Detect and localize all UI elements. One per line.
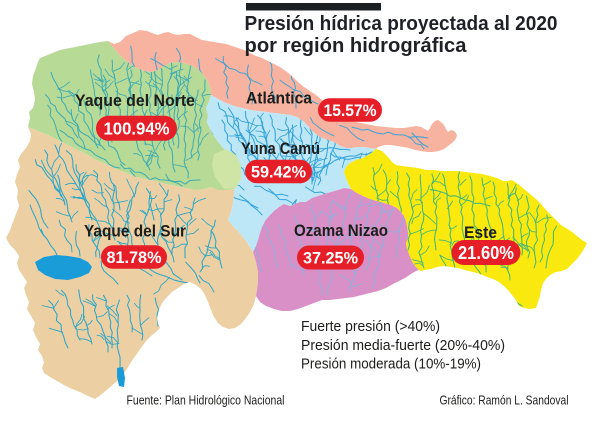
svg-text:15.57%: 15.57%	[324, 101, 377, 120]
svg-text:100.94%: 100.94%	[104, 119, 170, 139]
svg-text:81.78%: 81.78%	[107, 248, 162, 267]
svg-text:Fuerte presión (>40%): Fuerte presión (>40%)	[301, 318, 440, 335]
svg-text:Presión media-fuerte (20%-40%): Presión media-fuerte (20%-40%)	[301, 337, 505, 354]
svg-text:Presión moderada (10%-19%): Presión moderada (10%-19%)	[301, 356, 481, 373]
svg-text:Este: Este	[464, 223, 497, 242]
svg-text:Yaque del Sur: Yaque del Sur	[84, 223, 187, 241]
svg-text:Yaque del Norte: Yaque del Norte	[75, 92, 195, 110]
svg-text:Atlántica: Atlántica	[246, 90, 313, 108]
svg-text:Gráfico: Ramón L. Sandoval: Gráfico: Ramón L. Sandoval	[440, 394, 569, 408]
svg-text:21.60%: 21.60%	[458, 243, 514, 263]
svg-text:Ozama Nizao: Ozama Nizao	[294, 222, 388, 240]
svg-text:59.42%: 59.42%	[251, 163, 306, 182]
svg-text:Fuente: Plan Hidrológico Nacio: Fuente: Plan Hidrológico Nacional	[127, 394, 285, 408]
svg-text:por región hidrográfica: por región hidrográfica	[245, 35, 468, 57]
svg-text:37.25%: 37.25%	[303, 249, 358, 268]
svg-text:Presión hídrica proyectada al: Presión hídrica proyectada al 2020	[245, 13, 558, 35]
svg-text:Yuna Camú: Yuna Camú	[241, 140, 320, 158]
